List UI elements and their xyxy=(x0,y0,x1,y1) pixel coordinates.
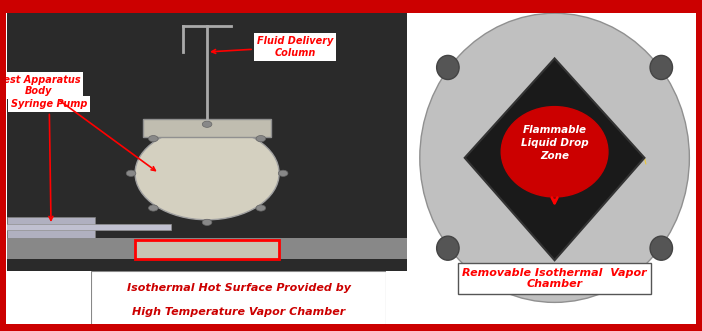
Text: Removable Isothermal  Vapor
Chamber: Removable Isothermal Vapor Chamber xyxy=(463,267,647,289)
Circle shape xyxy=(202,121,212,127)
Bar xyxy=(3,224,171,230)
Circle shape xyxy=(256,205,265,211)
Bar xyxy=(7,217,95,238)
Text: Fluid Delivery
Column: Fluid Delivery Column xyxy=(212,36,333,58)
Polygon shape xyxy=(465,58,644,260)
Text: Syringe Pump: Syringe Pump xyxy=(11,99,87,220)
Circle shape xyxy=(256,135,265,142)
Circle shape xyxy=(278,170,288,176)
Circle shape xyxy=(149,135,158,142)
Circle shape xyxy=(135,127,279,220)
Text: Flammable
Liquid Drop
Zone: Flammable Liquid Drop Zone xyxy=(521,124,588,161)
Circle shape xyxy=(650,236,673,260)
Text: Test Apparatus
Body: Test Apparatus Body xyxy=(0,75,155,170)
Ellipse shape xyxy=(501,107,608,197)
Bar xyxy=(135,240,279,259)
Bar xyxy=(143,119,271,137)
Circle shape xyxy=(126,170,136,176)
Circle shape xyxy=(437,55,459,79)
Bar xyxy=(7,238,407,259)
Circle shape xyxy=(437,236,459,260)
Text: High Temperature Vapor Chamber: High Temperature Vapor Chamber xyxy=(132,307,345,317)
Circle shape xyxy=(420,13,689,303)
Text: Isothermal Hot Surface Provided by: Isothermal Hot Surface Provided by xyxy=(126,283,351,293)
Circle shape xyxy=(149,205,158,211)
Circle shape xyxy=(202,219,212,225)
Circle shape xyxy=(650,55,673,79)
